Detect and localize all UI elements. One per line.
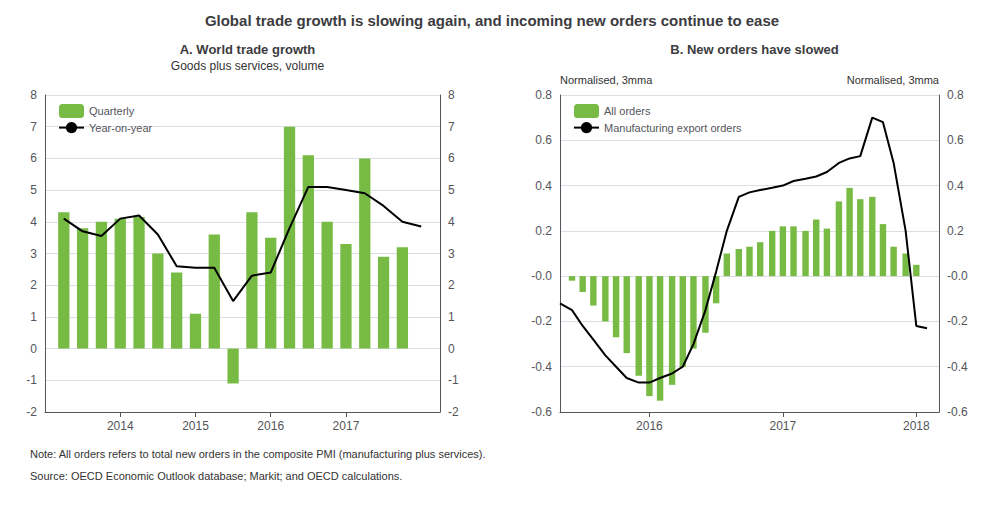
svg-text:-1: -1: [26, 373, 37, 387]
svg-text:Manufacturing export orders: Manufacturing export orders: [604, 122, 742, 134]
svg-text:6: 6: [448, 151, 455, 165]
svg-text:-1: -1: [448, 373, 459, 387]
svg-text:2: 2: [448, 278, 455, 292]
svg-text:-0.2: -0.2: [531, 314, 552, 328]
svg-text:0.4: 0.4: [535, 179, 552, 193]
svg-text:3: 3: [448, 247, 455, 261]
svg-text:1: 1: [448, 310, 455, 324]
svg-text:4: 4: [30, 215, 37, 229]
svg-text:0: 0: [30, 342, 37, 356]
svg-text:-0.6: -0.6: [947, 405, 968, 419]
svg-text:7: 7: [30, 120, 37, 134]
svg-text:0.2: 0.2: [947, 224, 964, 238]
svg-text:3: 3: [30, 247, 37, 261]
svg-text:0: 0: [448, 342, 455, 356]
svg-text:A. World trade growth: A. World trade growth: [180, 42, 316, 57]
svg-text:4: 4: [448, 215, 455, 229]
svg-text:5: 5: [448, 183, 455, 197]
svg-text:Note: All orders refers to tot: Note: All orders refers to total new ord…: [30, 448, 485, 460]
svg-text:0.6: 0.6: [947, 133, 964, 147]
svg-text:Goods plus services, volume: Goods plus services, volume: [171, 59, 325, 73]
svg-text:2016: 2016: [636, 419, 663, 433]
svg-text:-0.4: -0.4: [947, 360, 968, 374]
svg-text:-0.0: -0.0: [531, 269, 552, 283]
svg-text:Normalised, 3mma: Normalised, 3mma: [847, 74, 940, 86]
svg-text:Global trade growth is slowing: Global trade growth is slowing again, an…: [205, 12, 779, 29]
svg-text:Source: OECD Economic Outlook: Source: OECD Economic Outlook database; …: [30, 470, 402, 482]
svg-text:6: 6: [30, 151, 37, 165]
svg-text:All orders: All orders: [604, 105, 651, 117]
svg-text:7: 7: [448, 120, 455, 134]
svg-text:-0.6: -0.6: [531, 405, 552, 419]
svg-text:-0.4: -0.4: [531, 360, 552, 374]
svg-text:0.8: 0.8: [535, 88, 552, 102]
svg-text:-0.0: -0.0: [947, 269, 968, 283]
svg-text:-0.2: -0.2: [947, 314, 968, 328]
svg-text:1: 1: [30, 310, 37, 324]
svg-text:B. New orders have slowed: B. New orders have slowed: [670, 42, 838, 57]
svg-text:0.6: 0.6: [535, 133, 552, 147]
svg-text:0.2: 0.2: [535, 224, 552, 238]
svg-text:5: 5: [30, 183, 37, 197]
svg-text:Normalised, 3mma: Normalised, 3mma: [560, 74, 653, 86]
svg-text:0.4: 0.4: [947, 179, 964, 193]
svg-text:-2: -2: [448, 405, 459, 419]
svg-text:Year-on-year: Year-on-year: [89, 122, 153, 134]
svg-text:2015: 2015: [182, 419, 209, 433]
svg-text:0.8: 0.8: [947, 88, 964, 102]
svg-text:8: 8: [448, 88, 455, 102]
svg-text:2017: 2017: [770, 419, 797, 433]
svg-text:2018: 2018: [903, 419, 930, 433]
svg-text:2016: 2016: [257, 419, 284, 433]
svg-text:2014: 2014: [107, 419, 134, 433]
svg-text:2017: 2017: [333, 419, 360, 433]
svg-text:2: 2: [30, 278, 37, 292]
svg-text:-2: -2: [26, 405, 37, 419]
svg-text:8: 8: [30, 88, 37, 102]
svg-text:Quarterly: Quarterly: [89, 105, 135, 117]
